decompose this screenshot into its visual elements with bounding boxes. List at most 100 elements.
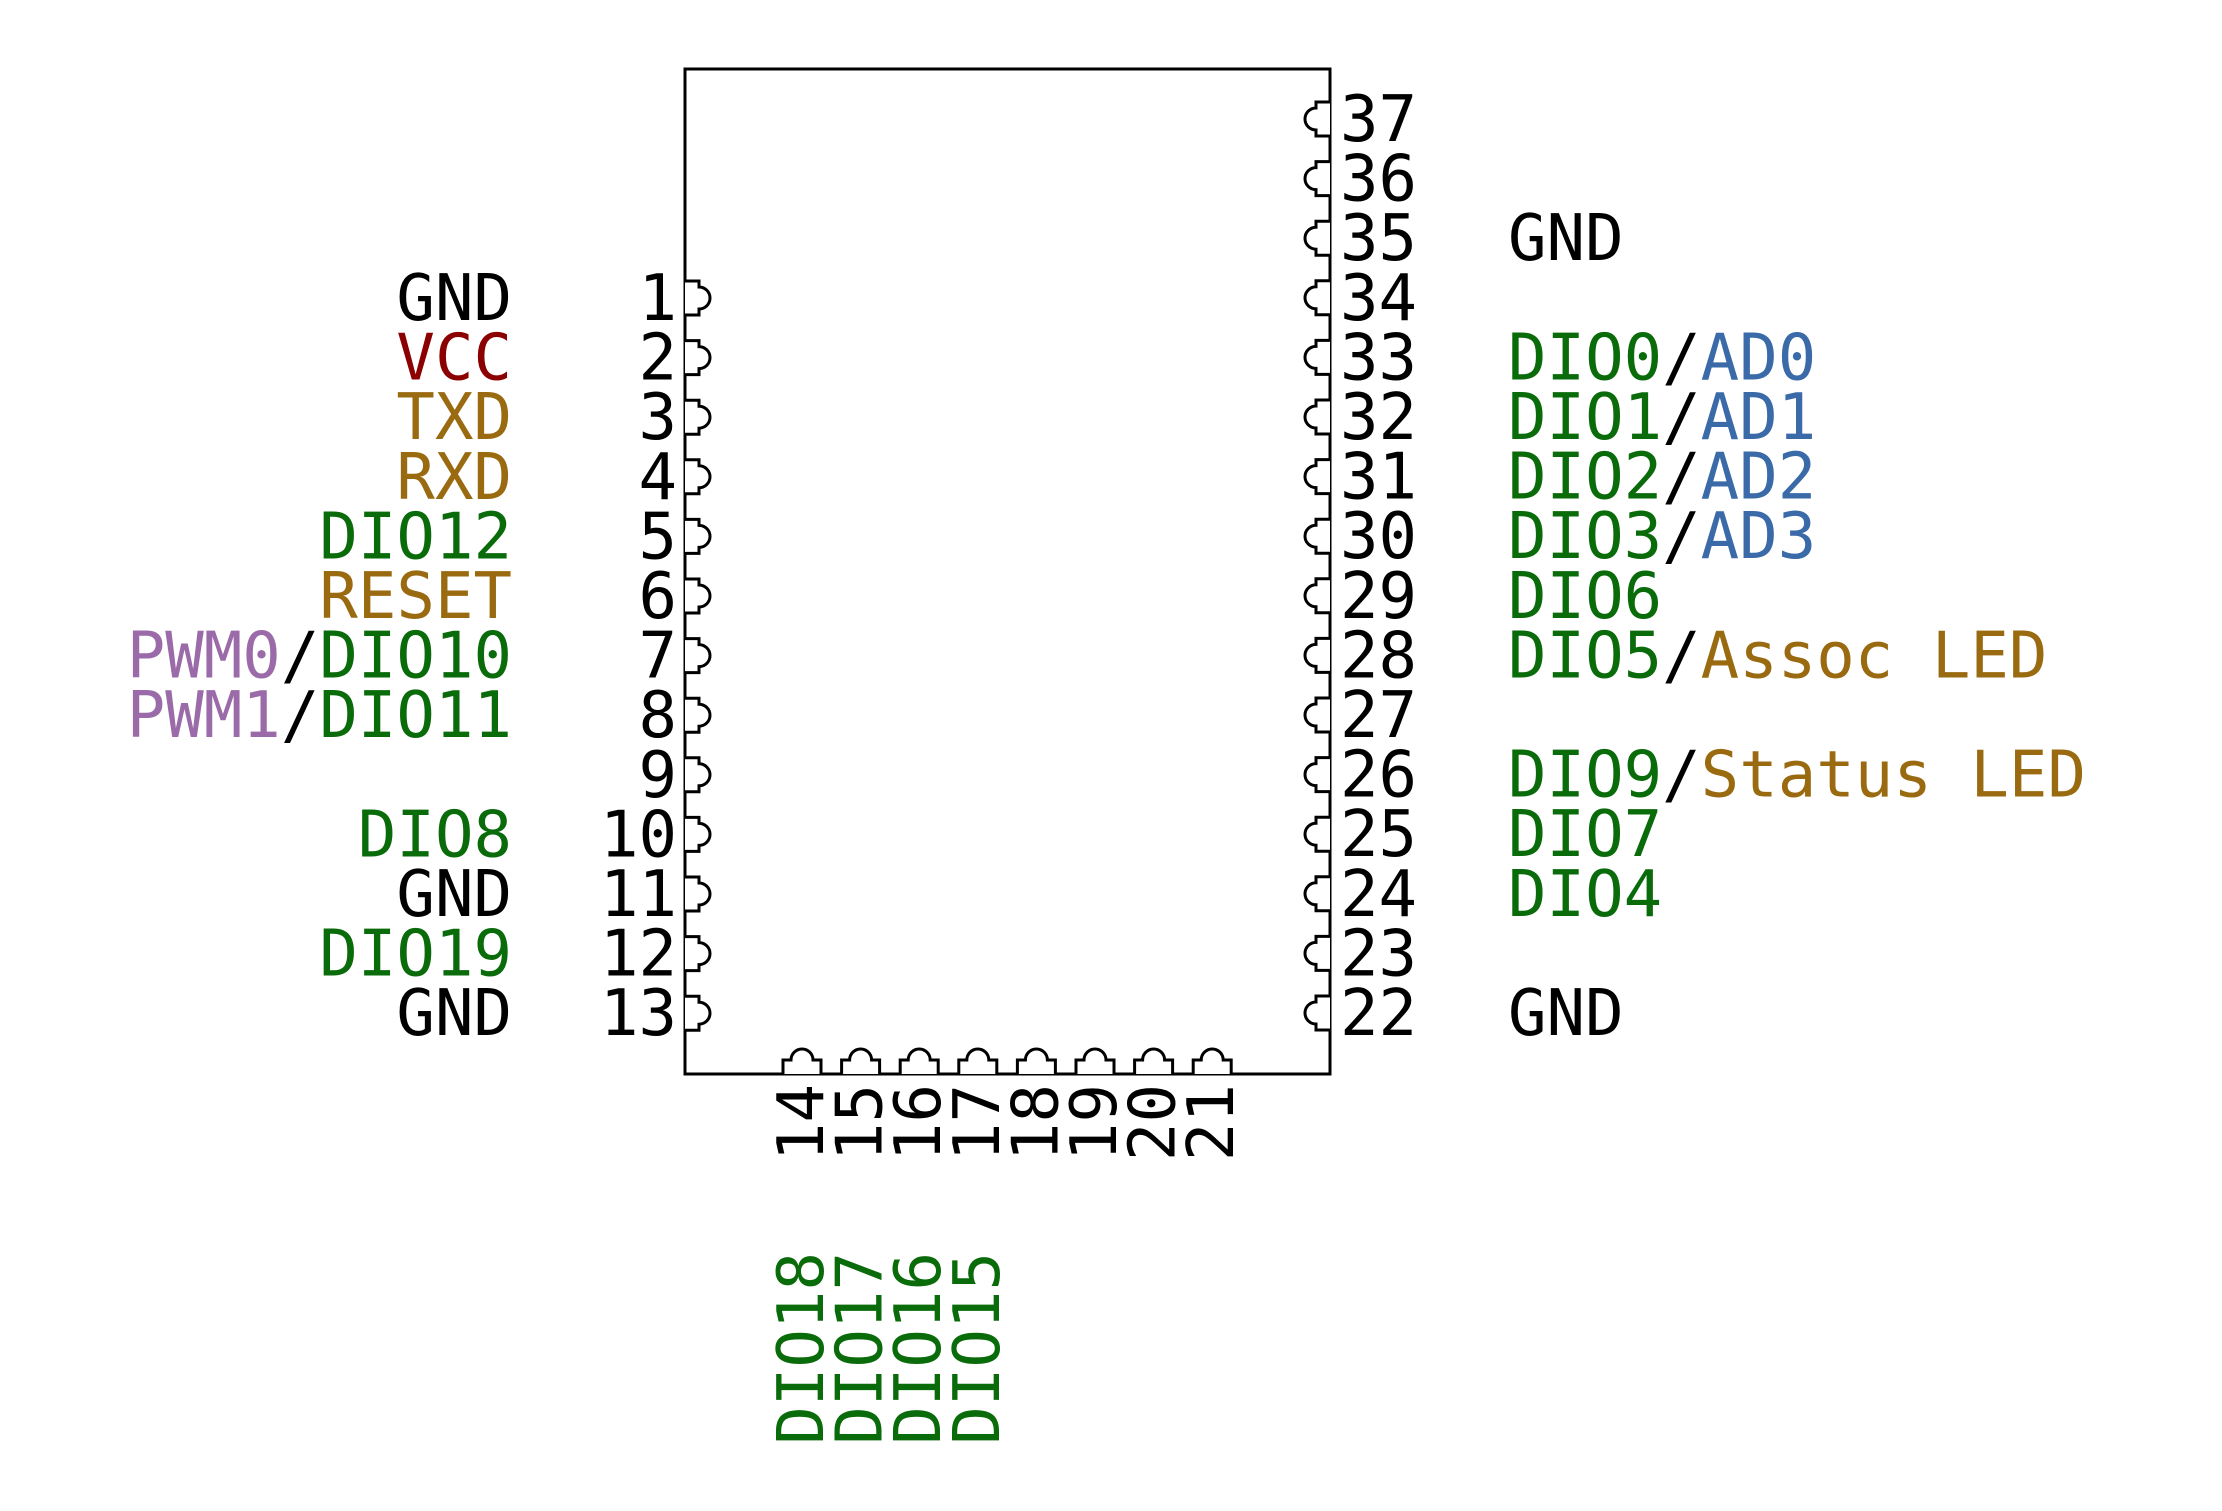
pin-number-18: 18 bbox=[999, 1084, 1073, 1161]
pin-label-part: AD3 bbox=[1701, 500, 1817, 574]
pin-pad-5 bbox=[685, 517, 712, 555]
pin-label-part: GND bbox=[396, 977, 512, 1051]
pin-pad-36 bbox=[1303, 160, 1330, 198]
pin-label-part: / bbox=[1662, 441, 1701, 515]
pin-number-31: 31 bbox=[1340, 441, 1417, 515]
pin-number-21: 21 bbox=[1175, 1084, 1249, 1161]
pin-pad-19 bbox=[1074, 1047, 1116, 1074]
pin-label-25: DIO7 bbox=[1508, 798, 1662, 872]
pins-layer bbox=[685, 100, 1330, 1074]
pin-pad-32 bbox=[1303, 398, 1330, 436]
pin-label-part: DIO10 bbox=[319, 620, 512, 694]
pin-pad-16 bbox=[898, 1047, 940, 1074]
pin-label-part: DIO3 bbox=[1508, 500, 1662, 574]
pin-number-35: 35 bbox=[1340, 202, 1417, 276]
pin-number-9: 9 bbox=[638, 739, 677, 813]
pin-number-10: 10 bbox=[600, 798, 677, 872]
pin-number-30: 30 bbox=[1340, 500, 1417, 574]
labels-layer: 1GND2VCC3TXD4RXD5DIO126RESET7PWM0/DIO108… bbox=[127, 83, 2086, 1445]
pin-label-part: DIO6 bbox=[1508, 560, 1662, 634]
pin-label-part: GND bbox=[396, 858, 512, 932]
pin-pad-27 bbox=[1303, 696, 1330, 734]
pin-label-part: RXD bbox=[396, 441, 512, 515]
pin-label-8: PWM1/DIO11 bbox=[127, 679, 512, 753]
pin-label-22: GND bbox=[1508, 977, 1624, 1051]
pin-label-26: DIO9/Status LED bbox=[1508, 739, 2086, 813]
pin-pad-14 bbox=[781, 1047, 823, 1074]
pin-pad-13 bbox=[685, 994, 712, 1032]
pin-pad-35 bbox=[1303, 219, 1330, 257]
pin-pad-7 bbox=[685, 637, 712, 675]
pin-label-part: AD0 bbox=[1701, 321, 1817, 395]
pin-number-3: 3 bbox=[638, 381, 677, 455]
pin-number-7: 7 bbox=[638, 620, 677, 694]
pin-pad-2 bbox=[685, 339, 712, 377]
pin-number-23: 23 bbox=[1340, 917, 1417, 991]
pin-label-part: AD2 bbox=[1701, 441, 1817, 515]
pin-pad-30 bbox=[1303, 517, 1330, 555]
pin-pad-22 bbox=[1303, 994, 1330, 1032]
pin-pad-21 bbox=[1191, 1047, 1233, 1074]
pin-number-33: 33 bbox=[1340, 321, 1417, 395]
pin-number-37: 37 bbox=[1340, 83, 1417, 157]
pin-label-part: DIO15 bbox=[941, 1252, 1015, 1445]
pin-label-2: VCC bbox=[396, 322, 512, 396]
pin-number-24: 24 bbox=[1340, 858, 1417, 932]
pin-label-part: DIO2 bbox=[1508, 441, 1662, 515]
pin-number-32: 32 bbox=[1340, 381, 1417, 455]
pin-label-part: DIO9 bbox=[1508, 739, 1662, 813]
pin-label-part: DIO12 bbox=[319, 500, 512, 574]
pin-number-17: 17 bbox=[941, 1084, 1015, 1161]
pin-pad-17 bbox=[957, 1047, 999, 1074]
pin-label-32: DIO1/AD1 bbox=[1508, 381, 1816, 455]
pin-label-part: DIO11 bbox=[319, 679, 512, 753]
pin-pad-31 bbox=[1303, 458, 1330, 496]
pin-label-part: DIO4 bbox=[1508, 858, 1662, 932]
pin-number-28: 28 bbox=[1340, 619, 1417, 693]
pin-label-16: DIO16 bbox=[882, 1252, 956, 1445]
pin-pad-1 bbox=[685, 279, 712, 317]
pin-number-15: 15 bbox=[824, 1084, 898, 1161]
pin-pad-29 bbox=[1303, 577, 1330, 615]
pin-label-5: DIO12 bbox=[319, 500, 512, 574]
pin-label-part: / bbox=[1662, 619, 1701, 693]
pin-label-part: / bbox=[1662, 381, 1701, 455]
pin-number-20: 20 bbox=[1117, 1084, 1191, 1161]
pin-label-24: DIO4 bbox=[1508, 858, 1662, 932]
pin-number-5: 5 bbox=[638, 500, 677, 574]
pin-label-1: GND bbox=[396, 262, 512, 336]
pin-pad-4 bbox=[685, 458, 712, 496]
pin-number-8: 8 bbox=[638, 679, 677, 753]
pin-pad-25 bbox=[1303, 815, 1330, 853]
pin-pad-28 bbox=[1303, 636, 1330, 674]
pin-label-29: DIO6 bbox=[1508, 560, 1662, 634]
pin-label-15: DIO17 bbox=[824, 1252, 898, 1445]
pin-label-part: GND bbox=[1508, 202, 1624, 276]
pin-label-14: DIO18 bbox=[765, 1252, 839, 1445]
pin-label-part: DIO16 bbox=[882, 1252, 956, 1445]
pin-pad-37 bbox=[1303, 100, 1330, 138]
pin-label-part: / bbox=[281, 679, 320, 753]
pin-pad-10 bbox=[685, 815, 712, 853]
pin-number-27: 27 bbox=[1340, 679, 1417, 753]
module-outline bbox=[683, 67, 1332, 1076]
pin-number-16: 16 bbox=[882, 1084, 956, 1161]
pin-label-33: DIO0/AD0 bbox=[1508, 321, 1816, 395]
pin-label-6: RESET bbox=[319, 560, 512, 634]
pin-label-17: DIO15 bbox=[941, 1252, 1015, 1445]
pin-label-part: TXD bbox=[396, 381, 512, 455]
pin-number-26: 26 bbox=[1340, 739, 1417, 813]
pin-number-14: 14 bbox=[765, 1084, 839, 1161]
pin-number-6: 6 bbox=[638, 560, 677, 634]
pin-number-29: 29 bbox=[1340, 560, 1417, 634]
pin-label-11: GND bbox=[396, 858, 512, 932]
pin-label-31: DIO2/AD2 bbox=[1508, 441, 1816, 515]
pin-label-12: DIO19 bbox=[319, 918, 512, 992]
pin-label-part: RESET bbox=[319, 560, 512, 634]
pin-number-11: 11 bbox=[600, 858, 677, 932]
pin-pad-12 bbox=[685, 935, 712, 973]
pin-label-part: DIO19 bbox=[319, 918, 512, 992]
pin-label-part: DIO5 bbox=[1508, 619, 1662, 693]
pin-label-part: / bbox=[1662, 321, 1701, 395]
